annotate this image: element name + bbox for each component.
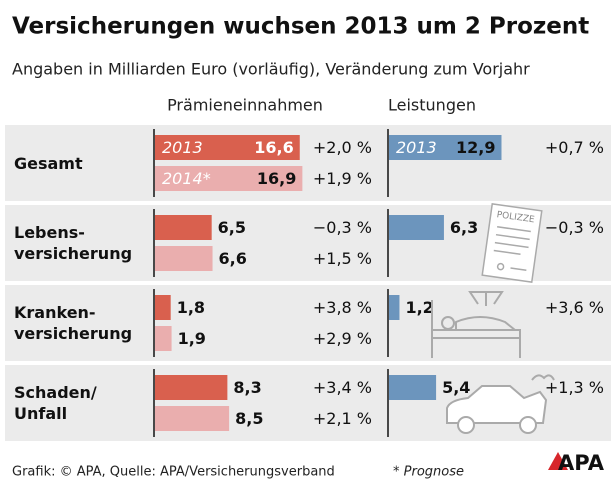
value-label: 1,8 [177, 298, 205, 317]
value-label: 8,5 [235, 409, 263, 428]
bar [389, 295, 400, 320]
change-label: +0,7 % [545, 138, 604, 157]
bar [155, 375, 228, 400]
value-label: 6,3 [450, 218, 478, 237]
value-label: 16,9 [257, 169, 296, 188]
series-label: 2013 [162, 138, 203, 157]
logo: APA [558, 451, 605, 475]
category-label: Gesamt [14, 153, 83, 173]
category-label: Kranken- versicherung [14, 303, 133, 343]
change-label: +3,6 % [545, 298, 604, 317]
bar [155, 215, 212, 240]
bar [155, 135, 300, 160]
policy-icon: POLIZZE [481, 203, 543, 283]
car-icon [446, 374, 555, 434]
change-label: +1,3 % [545, 378, 604, 397]
row-background [5, 285, 611, 361]
change-label: +2,9 % [313, 329, 372, 348]
bar [389, 135, 502, 160]
bed-icon [431, 291, 521, 358]
change-label: +1,5 % [313, 249, 372, 268]
value-label: 5,4 [442, 378, 470, 397]
panel-header: Prämieneinnahmen [167, 96, 323, 115]
change-label: −0,3 % [313, 218, 372, 237]
logo-mark [548, 452, 568, 470]
value-label: 12,9 [456, 138, 495, 157]
value-label: 6,6 [219, 249, 247, 268]
change-label: +3,4 % [313, 378, 372, 397]
series-label: 2013 [396, 138, 437, 157]
bar [389, 375, 437, 400]
category-label: Lebens- versicherung [14, 223, 133, 263]
bar [155, 295, 171, 320]
change-label: +1,9 % [313, 169, 372, 188]
chart-subtitle: Angaben in Milliarden Euro (vorläufig), … [12, 60, 530, 79]
change-label: +2,0 % [313, 138, 372, 157]
value-label: 6,5 [218, 218, 246, 237]
note: * Prognose [393, 465, 464, 480]
value-label: 1,2 [405, 298, 433, 317]
bar [155, 246, 213, 271]
source: Grafik: © APA, Quelle: APA/Versicherungs… [12, 465, 335, 480]
value-label: 8,3 [233, 378, 261, 397]
change-label: +2,1 % [313, 409, 372, 428]
bar [155, 326, 172, 351]
value-label: 1,9 [178, 329, 206, 348]
series-label: 2014* [162, 169, 211, 188]
change-label: −0,3 % [545, 218, 604, 237]
bar [155, 406, 230, 431]
panel-header: Leistungen [388, 96, 476, 115]
row-background [5, 125, 611, 201]
bar [155, 166, 303, 191]
change-label: +3,8 % [313, 298, 372, 317]
chart-title: Versicherungen wuchsen 2013 um 2 Prozent [12, 14, 589, 40]
value-label: 16,6 [254, 138, 293, 157]
bar [389, 215, 444, 240]
category-label: Schaden/ Unfall [14, 383, 97, 423]
